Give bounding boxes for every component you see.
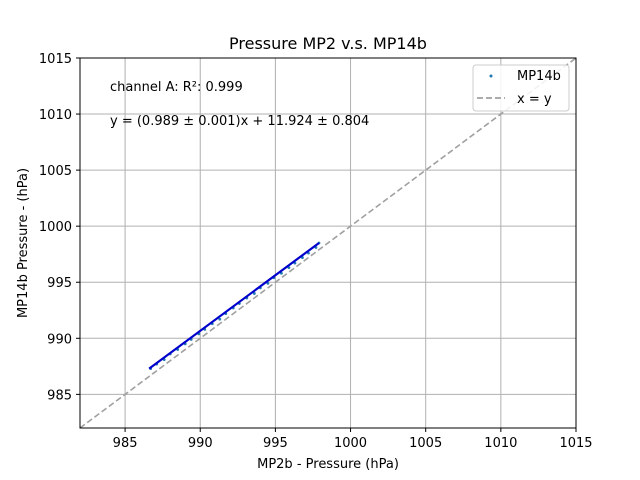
legend-marker-mp14b bbox=[489, 74, 493, 78]
x-tick-label: 1010 bbox=[484, 436, 517, 451]
r-squared-annotation: channel A: R²: 0.999 bbox=[110, 80, 243, 95]
y-tick-label: 1010 bbox=[39, 108, 72, 123]
y-axis-label: MP14b Pressure - (hPa) bbox=[16, 168, 31, 318]
y-tick-label: 990 bbox=[47, 332, 72, 347]
x-tick-label: 985 bbox=[113, 436, 138, 451]
y-tick-label: 1015 bbox=[39, 52, 72, 67]
y-tick-label: 1005 bbox=[39, 164, 72, 179]
y-tick-label: 1000 bbox=[39, 220, 72, 235]
y-tick-label: 995 bbox=[47, 276, 72, 291]
legend-label-mp14b: MP14b bbox=[517, 69, 561, 84]
scatter-point bbox=[218, 317, 222, 321]
series-layer bbox=[79, 57, 577, 429]
x-axis-label: MP2b - Pressure (hPa) bbox=[257, 457, 399, 472]
chart-title: Pressure MP2 v.s. MP14b bbox=[229, 34, 427, 53]
x-tick-label: 995 bbox=[263, 436, 288, 451]
fit-equation-annotation: y = (0.989 ± 0.001)x + 11.924 ± 0.804 bbox=[110, 114, 369, 129]
identity-line bbox=[79, 57, 577, 429]
legend: MP14b x = y bbox=[472, 64, 570, 112]
plot-frame bbox=[79, 57, 577, 429]
x-tick-label: 1005 bbox=[409, 436, 442, 451]
legend-label-identity: x = y bbox=[517, 92, 552, 107]
ticks: 985 990 995 1000 1005 1010 1015 985 990 995 1000 10… bbox=[39, 52, 593, 451]
legend-box bbox=[472, 64, 570, 112]
x-tick-label: 990 bbox=[188, 436, 213, 451]
x-tick-label: 1000 bbox=[334, 436, 367, 451]
fit-line bbox=[148, 242, 320, 370]
y-tick-label: 985 bbox=[47, 388, 72, 403]
scatter-point bbox=[252, 292, 256, 295]
x-tick-label: 1015 bbox=[559, 436, 592, 451]
